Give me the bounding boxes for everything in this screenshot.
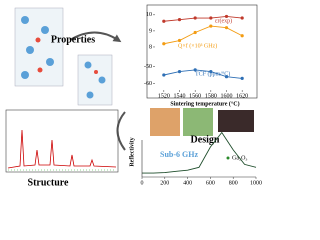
properties-frame [146,4,258,99]
point [177,18,182,22]
x-tick-label: 1600 [221,93,233,99]
x-tick-label: 0 [141,180,144,186]
x-tick-label: 1540 [174,93,186,99]
point [224,14,229,19]
x-tick-label: 400 [183,180,192,186]
point [209,70,213,74]
x-tick-label: 1580 [205,93,217,99]
series-line [163,15,243,22]
point [209,24,213,28]
x-tick-label: 1620 [236,93,248,99]
point [162,19,166,23]
point [162,42,166,46]
x-tick-label: 600 [206,180,215,186]
x-tick-label: 1520 [158,93,170,99]
y-tick-label: 8 [149,44,152,50]
y-tick-label: -50 [144,64,152,70]
structure-label: Structure [28,177,69,188]
xrd-pattern [5,109,119,173]
design-label: Design [191,134,220,145]
x-tick-label: 800 [229,180,238,186]
series-line [163,69,243,79]
x-tick-label: 200 [160,180,169,186]
y-axis-title: Reflectivity [129,137,135,166]
series-label: Q×f (×10³ GHz) [178,42,217,49]
point [177,70,182,74]
band-label: Sub-6 GHz [160,150,198,159]
x-tick-label: 1000 [250,180,262,186]
design-images [150,108,254,136]
point [177,38,182,43]
point [193,16,197,20]
point [224,75,229,79]
point [193,68,197,72]
point [240,34,244,38]
point [224,26,229,30]
crystal-structures [14,7,126,151]
point [240,76,244,80]
point [162,73,166,77]
y-tick-label: 10 [146,12,152,18]
series-line [142,131,257,174]
point [209,16,213,20]
series-label: εr(exp) [215,17,232,24]
x-tick-label: 1560 [189,93,201,99]
point [193,30,197,35]
y-tick-label: -60 [144,81,152,87]
x-axis-title: Sintering temperature (°C) [170,100,239,107]
series-line [163,25,243,45]
graphical-abstract: Properties Design Structure Sub-6 GHz Si… [5,4,262,188]
properties-label: Properties [51,34,95,45]
point [240,16,244,20]
y-tick-label: 9 [149,28,152,34]
series-label: TCF (ppm/°C) [195,70,230,77]
legend-marker [226,156,230,160]
